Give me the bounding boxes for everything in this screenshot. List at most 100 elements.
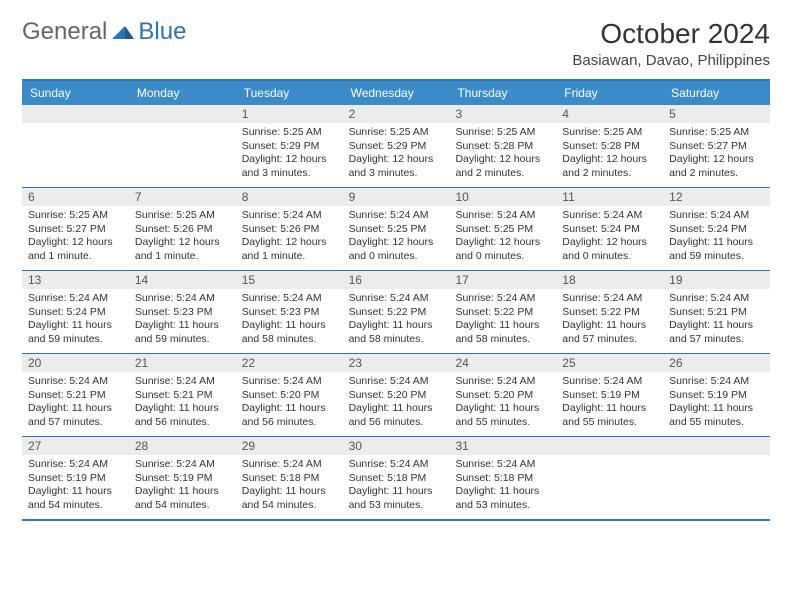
month-title: October 2024 (572, 18, 770, 50)
logo: General Blue (22, 18, 186, 46)
day-details: Sunrise: 5:24 AMSunset: 5:22 PMDaylight:… (449, 289, 556, 353)
day-details: Sunrise: 5:25 AMSunset: 5:28 PMDaylight:… (556, 123, 663, 187)
header: General Blue October 2024 Basiawan, Dava… (22, 18, 770, 69)
date-number: 12 (663, 188, 770, 206)
date-number (22, 105, 129, 123)
day-details: Sunrise: 5:24 AMSunset: 5:24 PMDaylight:… (663, 206, 770, 270)
day-cell: 21Sunrise: 5:24 AMSunset: 5:21 PMDayligh… (129, 354, 236, 436)
day-details: Sunrise: 5:24 AMSunset: 5:24 PMDaylight:… (22, 289, 129, 353)
title-block: October 2024 Basiawan, Davao, Philippine… (572, 18, 770, 69)
day-details: Sunrise: 5:24 AMSunset: 5:18 PMDaylight:… (343, 455, 450, 519)
day-header-cell: Thursday (449, 81, 556, 105)
day-details: Sunrise: 5:24 AMSunset: 5:25 PMDaylight:… (449, 206, 556, 270)
day-cell: 24Sunrise: 5:24 AMSunset: 5:20 PMDayligh… (449, 354, 556, 436)
date-number: 19 (663, 271, 770, 289)
day-details: Sunrise: 5:24 AMSunset: 5:25 PMDaylight:… (343, 206, 450, 270)
day-cell: 6Sunrise: 5:25 AMSunset: 5:27 PMDaylight… (22, 188, 129, 270)
day-details: Sunrise: 5:24 AMSunset: 5:21 PMDaylight:… (22, 372, 129, 436)
date-number: 1 (236, 105, 343, 123)
day-cell: 23Sunrise: 5:24 AMSunset: 5:20 PMDayligh… (343, 354, 450, 436)
day-details: Sunrise: 5:24 AMSunset: 5:21 PMDaylight:… (129, 372, 236, 436)
day-details: Sunrise: 5:24 AMSunset: 5:20 PMDaylight:… (343, 372, 450, 436)
date-number (129, 105, 236, 123)
date-number: 6 (22, 188, 129, 206)
week-row: 20Sunrise: 5:24 AMSunset: 5:21 PMDayligh… (22, 354, 770, 437)
date-number: 29 (236, 437, 343, 455)
day-cell: 8Sunrise: 5:24 AMSunset: 5:26 PMDaylight… (236, 188, 343, 270)
date-number: 30 (343, 437, 450, 455)
date-number: 4 (556, 105, 663, 123)
date-number: 20 (22, 354, 129, 372)
day-details: Sunrise: 5:24 AMSunset: 5:18 PMDaylight:… (236, 455, 343, 519)
date-number: 10 (449, 188, 556, 206)
day-cell: 1Sunrise: 5:25 AMSunset: 5:29 PMDaylight… (236, 105, 343, 187)
day-cell: 5Sunrise: 5:25 AMSunset: 5:27 PMDaylight… (663, 105, 770, 187)
day-cell: 27Sunrise: 5:24 AMSunset: 5:19 PMDayligh… (22, 437, 129, 519)
day-details: Sunrise: 5:25 AMSunset: 5:26 PMDaylight:… (129, 206, 236, 270)
day-cell: 30Sunrise: 5:24 AMSunset: 5:18 PMDayligh… (343, 437, 450, 519)
date-number: 31 (449, 437, 556, 455)
week-row: 1Sunrise: 5:25 AMSunset: 5:29 PMDaylight… (22, 105, 770, 188)
day-details: Sunrise: 5:24 AMSunset: 5:24 PMDaylight:… (556, 206, 663, 270)
day-details: Sunrise: 5:24 AMSunset: 5:22 PMDaylight:… (556, 289, 663, 353)
date-number: 7 (129, 188, 236, 206)
day-details: Sunrise: 5:25 AMSunset: 5:27 PMDaylight:… (22, 206, 129, 270)
logo-text-blue: Blue (138, 18, 186, 46)
date-number: 27 (22, 437, 129, 455)
day-cell: 31Sunrise: 5:24 AMSunset: 5:18 PMDayligh… (449, 437, 556, 519)
date-number: 9 (343, 188, 450, 206)
day-details: Sunrise: 5:24 AMSunset: 5:20 PMDaylight:… (449, 372, 556, 436)
day-cell: 28Sunrise: 5:24 AMSunset: 5:19 PMDayligh… (129, 437, 236, 519)
day-cell: 13Sunrise: 5:24 AMSunset: 5:24 PMDayligh… (22, 271, 129, 353)
day-header-row: SundayMondayTuesdayWednesdayThursdayFrid… (22, 81, 770, 105)
day-cell: 18Sunrise: 5:24 AMSunset: 5:22 PMDayligh… (556, 271, 663, 353)
empty-cell (663, 437, 770, 519)
day-details: Sunrise: 5:24 AMSunset: 5:23 PMDaylight:… (129, 289, 236, 353)
date-number: 8 (236, 188, 343, 206)
day-details: Sunrise: 5:24 AMSunset: 5:19 PMDaylight:… (556, 372, 663, 436)
day-header-cell: Tuesday (236, 81, 343, 105)
week-row: 6Sunrise: 5:25 AMSunset: 5:27 PMDaylight… (22, 188, 770, 271)
date-number: 17 (449, 271, 556, 289)
day-details: Sunrise: 5:24 AMSunset: 5:22 PMDaylight:… (343, 289, 450, 353)
day-details: Sunrise: 5:24 AMSunset: 5:23 PMDaylight:… (236, 289, 343, 353)
day-header-cell: Monday (129, 81, 236, 105)
day-details: Sunrise: 5:24 AMSunset: 5:20 PMDaylight:… (236, 372, 343, 436)
date-number: 15 (236, 271, 343, 289)
location: Basiawan, Davao, Philippines (572, 52, 770, 69)
day-cell: 12Sunrise: 5:24 AMSunset: 5:24 PMDayligh… (663, 188, 770, 270)
date-number: 21 (129, 354, 236, 372)
day-cell: 26Sunrise: 5:24 AMSunset: 5:19 PMDayligh… (663, 354, 770, 436)
day-cell: 11Sunrise: 5:24 AMSunset: 5:24 PMDayligh… (556, 188, 663, 270)
day-cell: 19Sunrise: 5:24 AMSunset: 5:21 PMDayligh… (663, 271, 770, 353)
day-cell: 14Sunrise: 5:24 AMSunset: 5:23 PMDayligh… (129, 271, 236, 353)
empty-cell (129, 105, 236, 187)
day-cell: 10Sunrise: 5:24 AMSunset: 5:25 PMDayligh… (449, 188, 556, 270)
date-number: 14 (129, 271, 236, 289)
date-number: 13 (22, 271, 129, 289)
date-number: 25 (556, 354, 663, 372)
date-number: 28 (129, 437, 236, 455)
date-number: 18 (556, 271, 663, 289)
day-cell: 4Sunrise: 5:25 AMSunset: 5:28 PMDaylight… (556, 105, 663, 187)
date-number: 5 (663, 105, 770, 123)
day-details: Sunrise: 5:24 AMSunset: 5:19 PMDaylight:… (22, 455, 129, 519)
day-cell: 3Sunrise: 5:25 AMSunset: 5:28 PMDaylight… (449, 105, 556, 187)
day-details: Sunrise: 5:24 AMSunset: 5:19 PMDaylight:… (663, 372, 770, 436)
calendar: SundayMondayTuesdayWednesdayThursdayFrid… (22, 79, 770, 521)
day-cell: 9Sunrise: 5:24 AMSunset: 5:25 PMDaylight… (343, 188, 450, 270)
day-details: Sunrise: 5:25 AMSunset: 5:27 PMDaylight:… (663, 123, 770, 187)
day-details: Sunrise: 5:24 AMSunset: 5:21 PMDaylight:… (663, 289, 770, 353)
empty-cell (556, 437, 663, 519)
date-number (556, 437, 663, 455)
day-cell: 22Sunrise: 5:24 AMSunset: 5:20 PMDayligh… (236, 354, 343, 436)
day-header-cell: Saturday (663, 81, 770, 105)
date-number: 16 (343, 271, 450, 289)
date-number (663, 437, 770, 455)
day-details: Sunrise: 5:24 AMSunset: 5:18 PMDaylight:… (449, 455, 556, 519)
date-number: 26 (663, 354, 770, 372)
date-number: 2 (343, 105, 450, 123)
date-number: 3 (449, 105, 556, 123)
day-details: Sunrise: 5:24 AMSunset: 5:26 PMDaylight:… (236, 206, 343, 270)
date-number: 11 (556, 188, 663, 206)
